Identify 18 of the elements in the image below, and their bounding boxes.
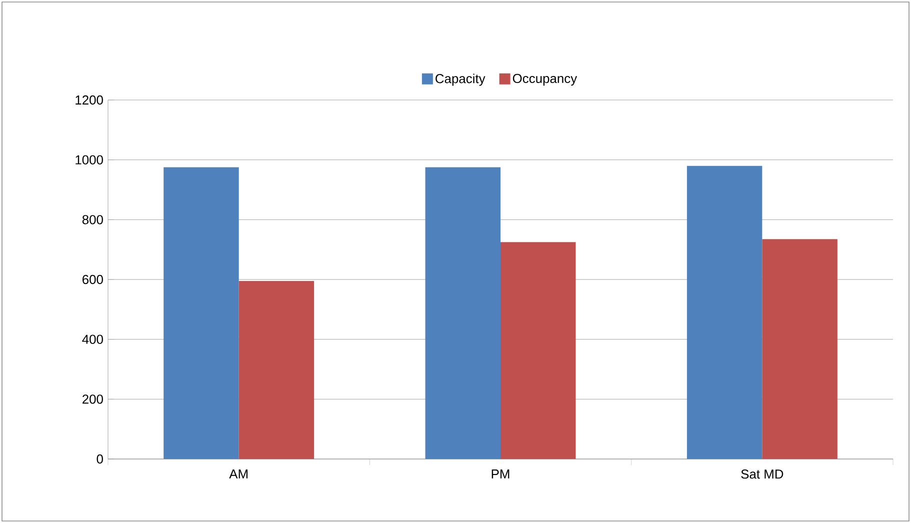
x-tick-label: AM bbox=[229, 470, 248, 478]
y-tick-label: 1000 bbox=[76, 155, 103, 164]
bar bbox=[238, 280, 314, 459]
y-tick-label: 400 bbox=[82, 334, 103, 344]
bar bbox=[164, 167, 239, 459]
bar bbox=[686, 166, 762, 459]
y-tick-label: 600 bbox=[82, 274, 103, 284]
legend-label: Capacity bbox=[436, 74, 486, 86]
bar bbox=[500, 242, 576, 459]
bar bbox=[762, 239, 838, 459]
x-tick-label: PM bbox=[492, 470, 510, 478]
y-tick-label: 0 bbox=[96, 454, 103, 464]
y-tick-label: 800 bbox=[82, 215, 103, 224]
y-tick-label: 1200 bbox=[76, 95, 103, 105]
legend-label: Occupancy bbox=[512, 74, 578, 86]
bar bbox=[425, 167, 501, 459]
y-tick-label: 200 bbox=[82, 394, 103, 404]
x-tick-label: Sat MD bbox=[741, 470, 784, 479]
